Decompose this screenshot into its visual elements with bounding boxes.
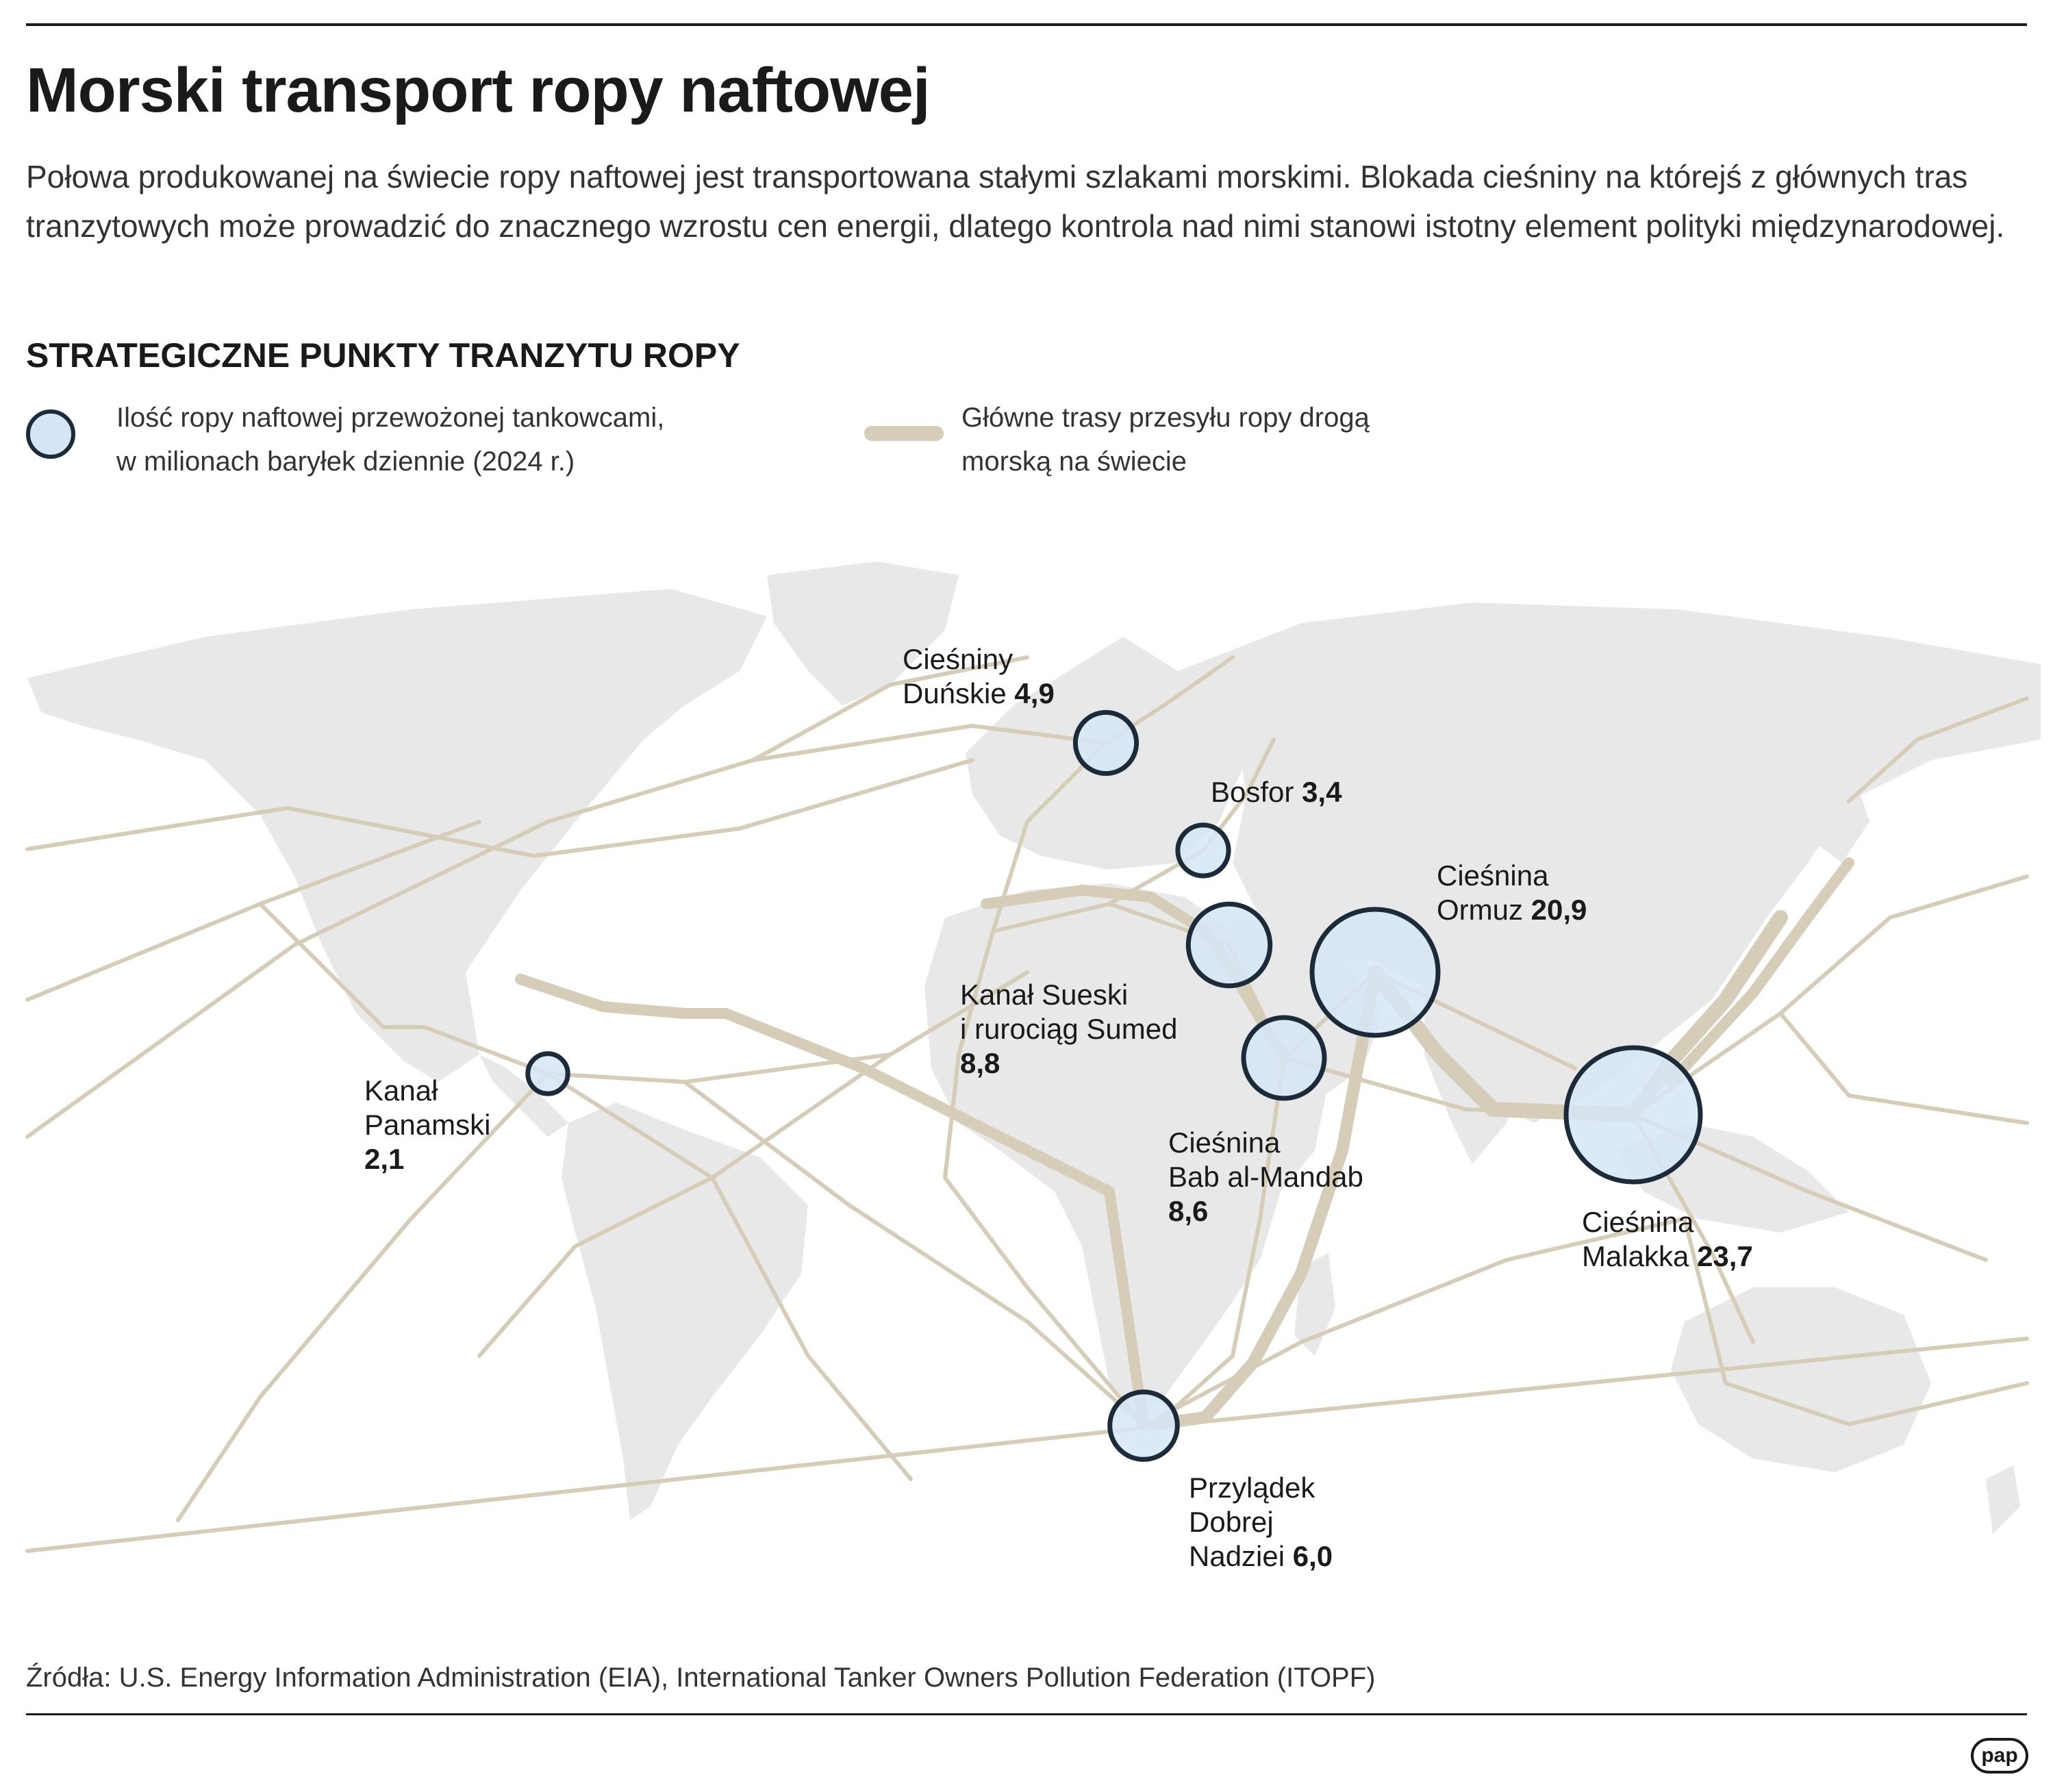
goodhope-label: Przylądek Dobrej Nadziei 6,0: [1189, 1471, 1333, 1574]
hormuz-name-line: Cieśnina: [1437, 859, 1549, 892]
goodhope-circle: [1107, 1389, 1180, 1462]
shipping-route-line: [751, 655, 1029, 762]
danish-value: 4,9: [1014, 677, 1055, 709]
page-title: Morski transport ropy naftowej: [26, 55, 930, 125]
legend-circle-icon: [26, 409, 75, 459]
bottom-rule: [26, 1713, 2027, 1715]
goodhope-value: 6,0: [1292, 1540, 1333, 1572]
hormuz-name-line: Ormuz: [1437, 894, 1523, 926]
shipping-route-line: [1631, 874, 2029, 1117]
danish-name-line: Cieśniny: [903, 643, 1013, 675]
world-map: [25, 561, 2041, 1553]
babelmandeb-circle: [1241, 1015, 1327, 1101]
malacca-name-line: Malakka: [1582, 1240, 1689, 1272]
shipping-route-line: [1683, 1217, 2029, 1426]
shipping-route-line: [1665, 857, 1854, 1087]
japan: [1815, 760, 1869, 863]
new-zealand: [1986, 1465, 2020, 1534]
panama-circle: [525, 1051, 570, 1096]
shipping-route-line: [683, 1080, 1146, 1428]
babelmandeb-value: 8,6: [1168, 1195, 1209, 1227]
suez-label: Kanał Sueski i rurociąg Sumed 8,8: [960, 978, 1177, 1081]
suez-name-line: i rurociąg Sumed: [960, 1013, 1178, 1045]
india: [1424, 986, 1527, 1164]
danish-circle: [1072, 709, 1139, 777]
chokepoint-circles: [525, 709, 1703, 1462]
malacca-label: Cieśnina Malakka 23,7: [1582, 1205, 1753, 1274]
suez-circle: [1185, 901, 1273, 989]
panama-name-line: Panamski: [364, 1109, 491, 1141]
shipping-route-line: [477, 1052, 892, 1358]
shipping-route-line: [25, 758, 974, 858]
goodhope-name-line: Dobrej: [1189, 1506, 1274, 1538]
shipping-route-line: [258, 902, 427, 1029]
shipping-route-line: [25, 1337, 2029, 1553]
shipping-route-line: [1142, 1217, 1687, 1428]
shipping-route-line: [1847, 696, 2029, 803]
panama-value: 2,1: [364, 1143, 405, 1175]
africa: [924, 883, 1328, 1424]
shipping-route-line: [970, 655, 1235, 745]
malacca-name-line: Cieśnina: [1582, 1206, 1694, 1238]
shipping-route-line: [25, 724, 974, 1139]
shipping-route-line: [981, 885, 1289, 1063]
shipping-route-line: [1137, 966, 1381, 1432]
babelmandeb-name-line: Cieśnina: [1168, 1126, 1281, 1159]
asia: [1178, 603, 2041, 1123]
hormuz-value: 20,9: [1531, 894, 1587, 926]
top-rule: [26, 23, 2027, 26]
danish-label: Cieśniny Duńskie 4,9: [903, 642, 1055, 711]
babelmandeb-label: Cieśnina Bab al-Mandab 8,6: [1168, 1126, 1363, 1228]
shipping-route-line: [991, 741, 1108, 933]
section-subhead: STRATEGICZNE PUNKTY TRANZYTU ROPY: [26, 336, 740, 375]
shipping-route-line: [943, 929, 1146, 1428]
danish-name-line: Duńskie: [903, 677, 1007, 709]
hormuz-label: Cieśnina Ormuz 20,9: [1437, 859, 1587, 927]
source-note: Źródła: U.S. Energy Information Administ…: [26, 1663, 1376, 1693]
shipping-route-line: [176, 1072, 550, 1522]
greenland: [767, 561, 959, 705]
lede-paragraph: Połowa produkowanej na świecie ropy naft…: [26, 159, 2005, 244]
south-america: [562, 1102, 808, 1520]
panama-label: Kanał Panamski 2,1: [364, 1074, 490, 1176]
bosphorus-value: 3,4: [1302, 776, 1342, 808]
shipping-route-line: [1162, 1056, 1286, 1419]
shipping-route-line: [1778, 1011, 2029, 1125]
legend-circle-text: Ilość ropy naftowej przewożonej tankowca…: [116, 403, 665, 477]
malacca-value: 23,7: [1697, 1240, 1753, 1272]
goodhope-name-line: Nadziei: [1189, 1540, 1285, 1572]
legend-route-text: Główne trasy przesyłu ropy drogą morską …: [961, 403, 1370, 477]
suez-value: 8,8: [960, 1047, 1000, 1079]
australia: [1671, 1287, 1931, 1472]
north-america: [27, 589, 767, 1082]
shipping-route-line: [515, 974, 1149, 1431]
pap-logo: pap: [1971, 1738, 2028, 1774]
shipping-routes: [25, 655, 2029, 1553]
goodhope-name-line: Przylądek: [1189, 1472, 1315, 1504]
bosphorus-circle: [1175, 822, 1231, 879]
bosphorus-label: Bosfor 3,4: [1211, 775, 1342, 809]
suez-name-line: Kanał Sueski: [960, 979, 1129, 1011]
central-america: [479, 1055, 568, 1137]
panama-name-line: Kanał: [364, 1074, 438, 1107]
babelmandeb-name-line: Bab al-Mandab: [1168, 1161, 1363, 1193]
legend-route-line-icon: [864, 426, 944, 441]
hormuz-circle: [1309, 907, 1441, 1038]
shipping-route-line: [546, 1072, 913, 1481]
bosphorus-name-line: Bosfor: [1211, 776, 1294, 808]
malacca-circle: [1563, 1045, 1703, 1185]
